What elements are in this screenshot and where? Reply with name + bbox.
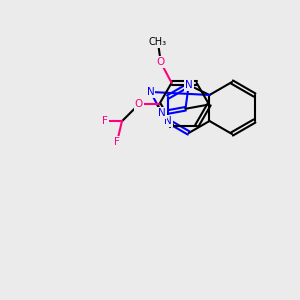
Text: N: N [158,108,166,118]
Text: F: F [102,116,108,126]
Text: O: O [135,100,143,110]
Text: O: O [157,57,165,68]
Text: CH₃: CH₃ [149,37,167,47]
Text: N: N [164,116,172,126]
Text: N: N [147,87,154,97]
Text: F: F [114,137,120,147]
Text: N: N [185,80,193,90]
